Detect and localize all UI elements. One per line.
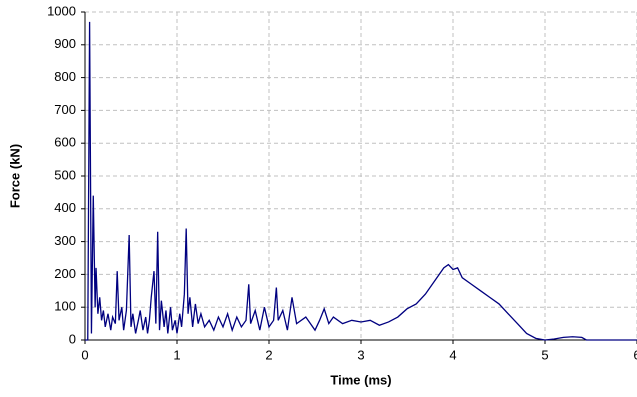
x-tick-label: 1 [173, 347, 180, 362]
y-tick-label: 700 [54, 102, 76, 117]
x-tick-label: 3 [357, 347, 364, 362]
y-tick-label: 200 [54, 266, 76, 281]
y-tick-label: 0 [69, 331, 76, 346]
y-tick-label: 1000 [47, 3, 76, 18]
y-tick-label: 300 [54, 233, 76, 248]
x-tick-label: 2 [265, 347, 272, 362]
y-axis-title: Force (kN) [7, 144, 22, 208]
y-tick-label: 600 [54, 135, 76, 150]
data-line [85, 21, 637, 341]
y-tick-label: 400 [54, 200, 76, 215]
x-tick-label: 6 [633, 347, 637, 362]
x-tick-label: 5 [541, 347, 548, 362]
y-tick-label: 100 [54, 299, 76, 314]
x-tick-label: 0 [81, 347, 88, 362]
y-tick-label: 900 [54, 36, 76, 51]
y-tick-label: 800 [54, 69, 76, 84]
x-tick-label: 4 [449, 347, 456, 362]
x-axis-title: Time (ms) [330, 372, 391, 387]
y-tick-label: 500 [54, 167, 76, 182]
